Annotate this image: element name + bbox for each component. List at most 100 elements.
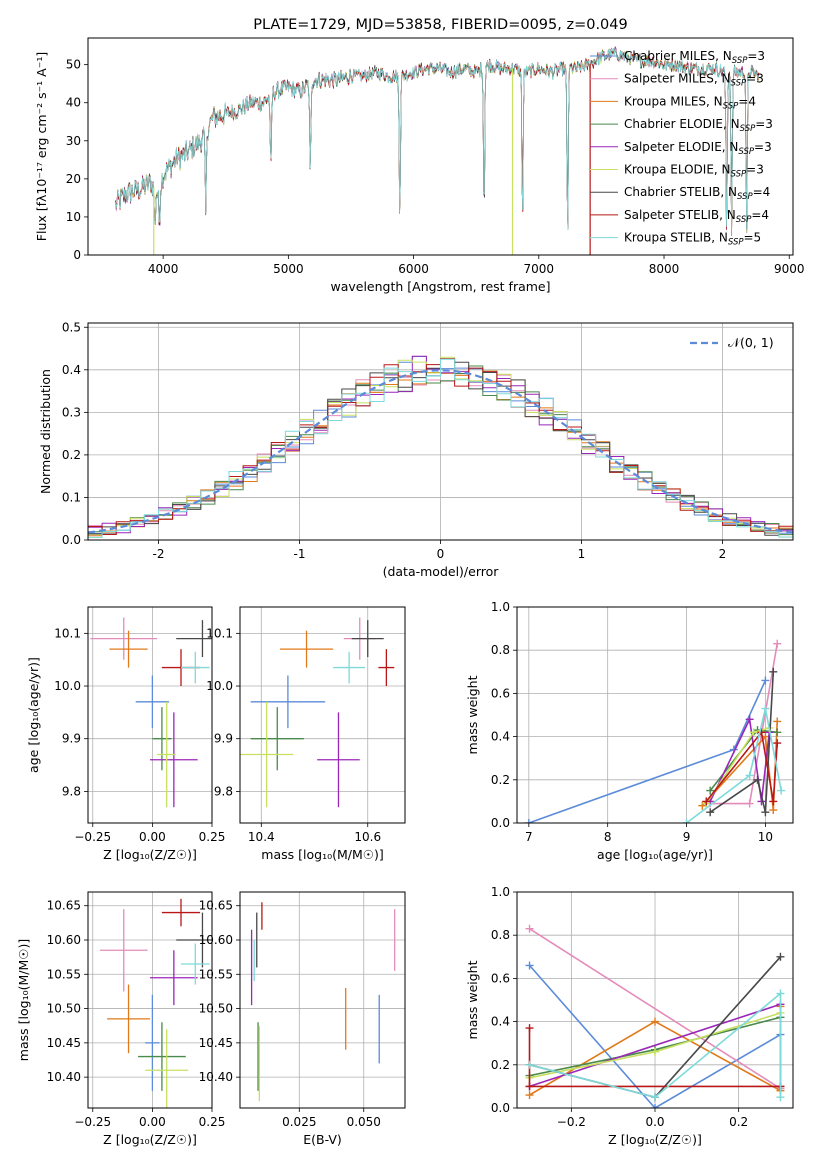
weight-marker xyxy=(525,961,534,970)
mass-vs-ebv-panel: 0.025 0.050 10.40 10.45 10.50 10.55 10.60 10.65… xyxy=(199,891,406,1147)
axes-frame xyxy=(87,606,213,824)
y-tick-label: 10.50 xyxy=(47,1002,81,1016)
x-tick-label: -2 xyxy=(153,547,165,561)
weight-marker xyxy=(745,799,754,808)
y-tick-label: 9.8 xyxy=(214,784,233,798)
x-tick-label: 10.6 xyxy=(354,830,381,844)
weight-marker xyxy=(706,786,715,795)
histogram-step xyxy=(88,358,793,538)
legend-text: Chabrier MILES, N xyxy=(624,49,732,63)
weight-marker xyxy=(749,728,758,737)
x-tick-label: 5000 xyxy=(273,262,304,276)
y-tick-label: 0.2 xyxy=(62,448,81,462)
x-tick-label: 0.2 xyxy=(729,1115,748,1129)
weight-marker xyxy=(769,667,778,676)
y-axis-label: mass [log₁₀(M/M☉)] xyxy=(16,939,31,1061)
x-tick-label: -1 xyxy=(294,547,306,561)
y-tick-label: 30 xyxy=(66,134,81,148)
legend-suffix: =3 xyxy=(746,163,764,177)
x-tick-label: 0.25 xyxy=(199,1115,226,1129)
legend-suffix: =3 xyxy=(747,49,765,63)
legend-label: Chabrier MILES, NSSP=3 xyxy=(624,49,765,66)
axes-frame xyxy=(87,891,213,1109)
weight-marker xyxy=(773,739,782,748)
x-tick-label: 0.00 xyxy=(139,830,166,844)
legend-text: Kroupa ELODIE, N xyxy=(624,163,731,177)
weight-marker xyxy=(651,1093,659,1102)
weight-marker xyxy=(525,1091,534,1100)
weight-marker xyxy=(773,728,782,737)
legend-label: Chabrier ELODIE, NSSP=3 xyxy=(624,117,773,134)
weight-line xyxy=(528,964,781,1108)
y-tick-label: 0.0 xyxy=(491,1101,510,1115)
legend-sub: SSP xyxy=(732,56,748,66)
x-tick-label: 0.025 xyxy=(282,1115,316,1129)
x-tick-label: 0.25 xyxy=(199,830,226,844)
y-axis-label: mass weight xyxy=(465,960,480,1039)
legend-text: Chabrier STELIB, N xyxy=(624,185,737,199)
age-vs-mass-marks xyxy=(240,617,395,808)
y-tick-label: 10.65 xyxy=(199,899,233,913)
x-axis-label: age [log₁₀(age/yr)] xyxy=(597,847,713,862)
y-tick-label: 0.8 xyxy=(491,928,510,942)
legend-text: Kroupa STELIB, N xyxy=(624,231,728,245)
legend-text: Salpeter STELIB, N xyxy=(624,208,736,222)
y-tick-label: 0.4 xyxy=(491,1015,510,1029)
y-tick-label: 0.4 xyxy=(491,730,510,744)
x-axis-label: Z [log₁₀(Z/Z☉)] xyxy=(103,1132,197,1147)
y-tick-label: 1.0 xyxy=(491,600,510,614)
legend-sub: SSP xyxy=(731,170,747,180)
x-tick-label: 7000 xyxy=(524,262,555,276)
x-tick-label: 0 xyxy=(437,547,445,561)
axes-frame xyxy=(239,891,406,1109)
weight-marker xyxy=(525,1082,534,1091)
chart-title: PLATE=1729, MJD=53858, FIBERID=0095, z=0… xyxy=(253,17,627,33)
y-tick-label: 10.55 xyxy=(199,967,233,981)
weight-marker xyxy=(745,771,754,780)
legend-label: 𝒩(0, 1) xyxy=(728,335,774,350)
weight-marker xyxy=(524,819,533,823)
y-tick-label: 10.40 xyxy=(47,1070,81,1084)
weight-marker xyxy=(682,819,691,823)
legend-text: Salpeter MILES, N xyxy=(624,72,731,86)
legend-sub: SSP xyxy=(728,238,744,248)
legend-label: Salpeter ELODIE, NSSP=3 xyxy=(624,140,772,157)
weight-marker xyxy=(702,797,711,806)
legend-sub: SSP xyxy=(736,215,752,225)
x-axis-label: (data-model)/error xyxy=(383,564,500,579)
x-tick-label: −0.25 xyxy=(74,830,111,844)
x-tick-label: 6000 xyxy=(398,262,429,276)
weight-line xyxy=(709,671,775,813)
weight-marker xyxy=(776,952,785,961)
weight-marker xyxy=(777,786,786,795)
residuals-panel: -2 -1 0 1 2 0.0 0.1 0.2 0.3 0.4 0.5 (data-model)/er… xyxy=(38,320,794,579)
y-tick-label: 10.0 xyxy=(206,679,233,693)
legend: 𝒩(0, 1) xyxy=(690,335,774,350)
y-tick-label: 10.50 xyxy=(199,1002,233,1016)
y-tick-label: 10 xyxy=(66,210,81,224)
y-tick-label: 0.4 xyxy=(62,363,81,377)
weight-line xyxy=(528,680,767,823)
weight-marker xyxy=(769,797,778,806)
legend-suffix: =4 xyxy=(738,94,756,108)
mass-weight-vs-age-panel: 7 8 9 10 0.0 0.2 0.4 0.6 0.8 1.0 age [log₁₀(age/yr… xyxy=(465,600,794,862)
legend-label: Salpeter STELIB, NSSP=4 xyxy=(624,208,769,225)
x-tick-label: 4000 xyxy=(148,262,179,276)
legend-label: Salpeter MILES, NSSP=3 xyxy=(624,72,764,89)
legend-suffix: =3 xyxy=(746,72,764,86)
legend-suffix: =5 xyxy=(744,231,762,245)
legend-sub: SSP xyxy=(737,192,753,202)
weight-marker xyxy=(525,1024,534,1033)
weight-line xyxy=(709,716,771,802)
y-tick-label: 1.0 xyxy=(491,885,510,899)
x-tick-label: 8000 xyxy=(649,262,680,276)
y-tick-label: 0 xyxy=(73,248,81,262)
y-tick-label: 10.0 xyxy=(54,679,81,693)
y-tick-label: 20 xyxy=(66,172,81,186)
weight-marker xyxy=(773,717,782,726)
y-tick-label: 0.2 xyxy=(491,1058,510,1072)
weight-marker xyxy=(745,715,754,724)
x-tick-label: 1 xyxy=(578,547,586,561)
normal-curve xyxy=(88,369,793,534)
weight-marker xyxy=(761,808,770,817)
